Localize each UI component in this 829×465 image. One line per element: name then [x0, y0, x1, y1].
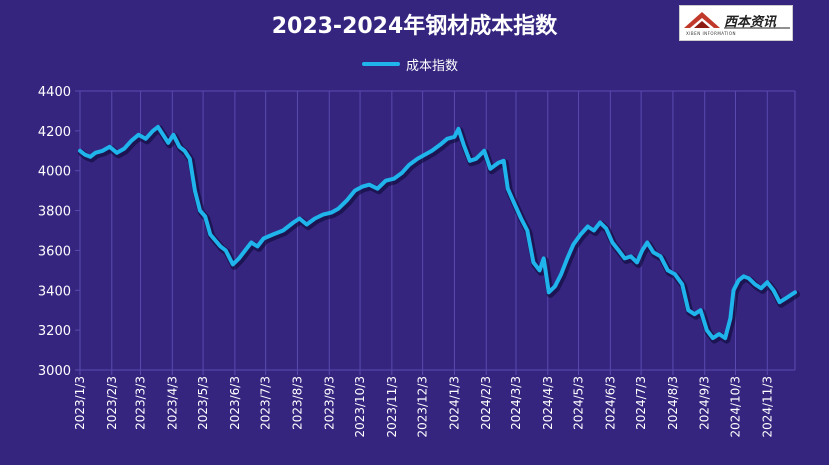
legend: 成本指数 — [362, 55, 459, 74]
x-tick-label: 2024/10/3 — [729, 376, 743, 438]
x-tick-label: 2023/6/3 — [228, 376, 242, 430]
legend-swatch — [362, 62, 400, 66]
x-tick-label: 2023/9/3 — [322, 376, 336, 430]
x-tick-label: 2023/3/3 — [134, 376, 148, 430]
y-tick-label: 3400 — [38, 284, 71, 299]
grid-lines — [79, 91, 796, 370]
x-tick-label: 2023/2/3 — [105, 376, 119, 430]
logo-mark-icon — [684, 12, 790, 29]
x-tick-label: 2024/1/3 — [447, 376, 461, 430]
x-tick-label: 2024/8/3 — [666, 376, 680, 430]
y-tick-label: 3000 — [38, 364, 71, 379]
y-tick-label: 4200 — [38, 125, 71, 140]
chart-title: 2023-2024年钢材成本指数 — [271, 14, 558, 39]
y-tick-label: 3800 — [38, 205, 71, 220]
x-tick-label: 2023/1/3 — [73, 376, 87, 430]
x-tick-label: 2023/12/3 — [416, 376, 430, 438]
axes — [75, 90, 795, 375]
brand-logo: 西本资讯 XIBEN INFORMATION — [679, 5, 793, 41]
x-tick-label: 2023/8/3 — [290, 376, 304, 430]
y-tick-label: 4400 — [38, 85, 71, 100]
x-tick-label: 2024/2/3 — [479, 376, 493, 430]
legend-label: 成本指数 — [406, 58, 459, 74]
x-tick-label: 2024/7/3 — [634, 376, 648, 430]
x-tick-label: 2024/4/3 — [541, 376, 555, 430]
x-tick-label: 2023/5/3 — [196, 376, 210, 430]
x-tick-label: 2024/5/3 — [572, 376, 586, 430]
x-tick-label: 2024/11/3 — [760, 376, 774, 438]
logo-subtext: XIBEN INFORMATION — [686, 31, 736, 36]
x-tick-label: 2023/7/3 — [259, 376, 273, 430]
x-tick-label: 2024/9/3 — [698, 376, 712, 430]
series-layer — [78, 124, 800, 344]
x-tick-label: 2023/11/3 — [385, 376, 399, 438]
logo-text: 西本资讯 — [724, 15, 777, 30]
x-tick-label: 2024/6/3 — [603, 376, 617, 430]
y-tick-label: 3600 — [38, 244, 71, 259]
x-tick-label: 2023/10/3 — [353, 376, 367, 438]
tick-labels: 3000 3200 3400 3600 3800 4000 4200 4400 2023/1/3… — [38, 85, 774, 438]
y-tick-label: 3200 — [38, 324, 71, 339]
x-tick-label: 2024/3/3 — [509, 376, 523, 430]
y-tick-label: 4000 — [38, 165, 71, 180]
x-tick-label: 2023/4/3 — [165, 376, 179, 430]
